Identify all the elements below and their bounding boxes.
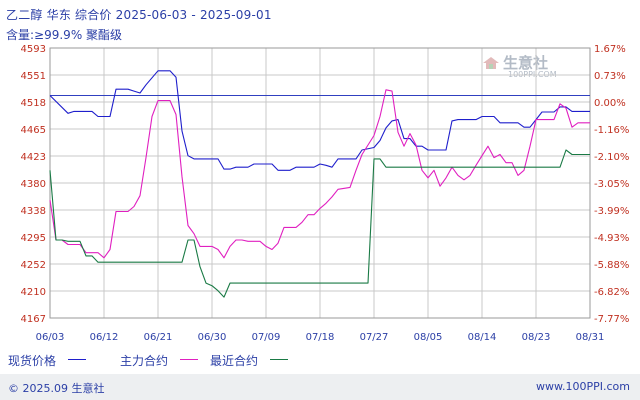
series-line-main [49, 89, 590, 259]
footer-site-link[interactable]: www.100PPI.com [536, 380, 630, 393]
x-tick-label: 08/31 [576, 332, 605, 343]
legend-swatch [270, 359, 288, 360]
x-tick-label: 06/21 [144, 332, 173, 343]
series-line-spot [49, 70, 590, 171]
price-chart: 4167 -7.77% 4210 -6.82% 4252 -5.88% 4295 -4.93%… [21, 44, 630, 343]
legend-label: 最近合约 [210, 354, 259, 368]
legend-item: 最近合约 [210, 352, 288, 369]
y-right-tick-label: -1.16% [594, 125, 629, 136]
y-left-tick-label: 4167 [21, 314, 46, 325]
x-tick-label: 07/18 [306, 332, 335, 343]
legend-item: 主力合约 [120, 352, 198, 369]
x-tick-label: 06/03 [36, 332, 65, 343]
y-left-tick-label: 4593 [21, 44, 46, 55]
y-left-tick-label: 4551 [21, 71, 46, 82]
chart-title: 乙二醇 华东 综合价 2025-06-03 - 2025-09-01 [6, 8, 272, 22]
legend-item: 现货价格 [8, 352, 86, 369]
y-right-tick-label: -7.77% [594, 314, 629, 325]
legend-label: 现货价格 [8, 354, 57, 368]
y-right-tick-label: 0.00% [594, 98, 626, 109]
chart-spec: 含量:≥99.9% 聚酯级 [6, 28, 123, 42]
y-right-tick-label: -3.99% [594, 206, 629, 217]
y-right-tick-label: -6.82% [594, 287, 629, 298]
x-tick-label: 08/14 [468, 332, 497, 343]
y-right-tick-label: 1.67% [594, 44, 626, 55]
watermark-brand: 生意社 [482, 52, 548, 73]
y-right-tick-label: -3.05% [594, 179, 629, 190]
y-left-tick-label: 4252 [21, 260, 46, 271]
series-line-near [49, 149, 590, 298]
y-right-tick-label: -4.93% [594, 233, 629, 244]
y-right-tick-label: -2.10% [594, 152, 629, 163]
x-tick-label: 06/30 [198, 332, 227, 343]
x-tick-label: 07/09 [252, 332, 281, 343]
y-left-tick-label: 4518 [21, 98, 46, 109]
y-left-tick-label: 4338 [21, 206, 46, 217]
legend-swatch [180, 359, 198, 360]
x-tick-label: 06/12 [90, 332, 119, 343]
x-tick-label: 07/27 [360, 332, 389, 343]
watermark-brand-text: 生意社 [503, 54, 549, 72]
y-right-tick-label: -5.88% [594, 260, 629, 271]
plot-border [49, 47, 591, 319]
x-tick-label: 08/05 [414, 332, 443, 343]
x-tick-label: 08/23 [522, 332, 551, 343]
legend-label: 主力合约 [120, 354, 169, 368]
footer-copyright: © 2025.09 生意社 [8, 382, 105, 395]
y-left-tick-label: 4380 [21, 179, 46, 190]
y-left-tick-label: 4210 [21, 287, 46, 298]
y-right-tick-label: 0.73% [594, 71, 626, 82]
y-left-tick-label: 4295 [21, 233, 46, 244]
y-left-tick-label: 4423 [21, 152, 46, 163]
house-logo-icon [482, 56, 500, 70]
footer-bar: © 2025.09 生意社 www.100PPI.com [0, 374, 640, 400]
legend-swatch [68, 359, 86, 360]
y-left-tick-label: 4465 [21, 125, 46, 136]
